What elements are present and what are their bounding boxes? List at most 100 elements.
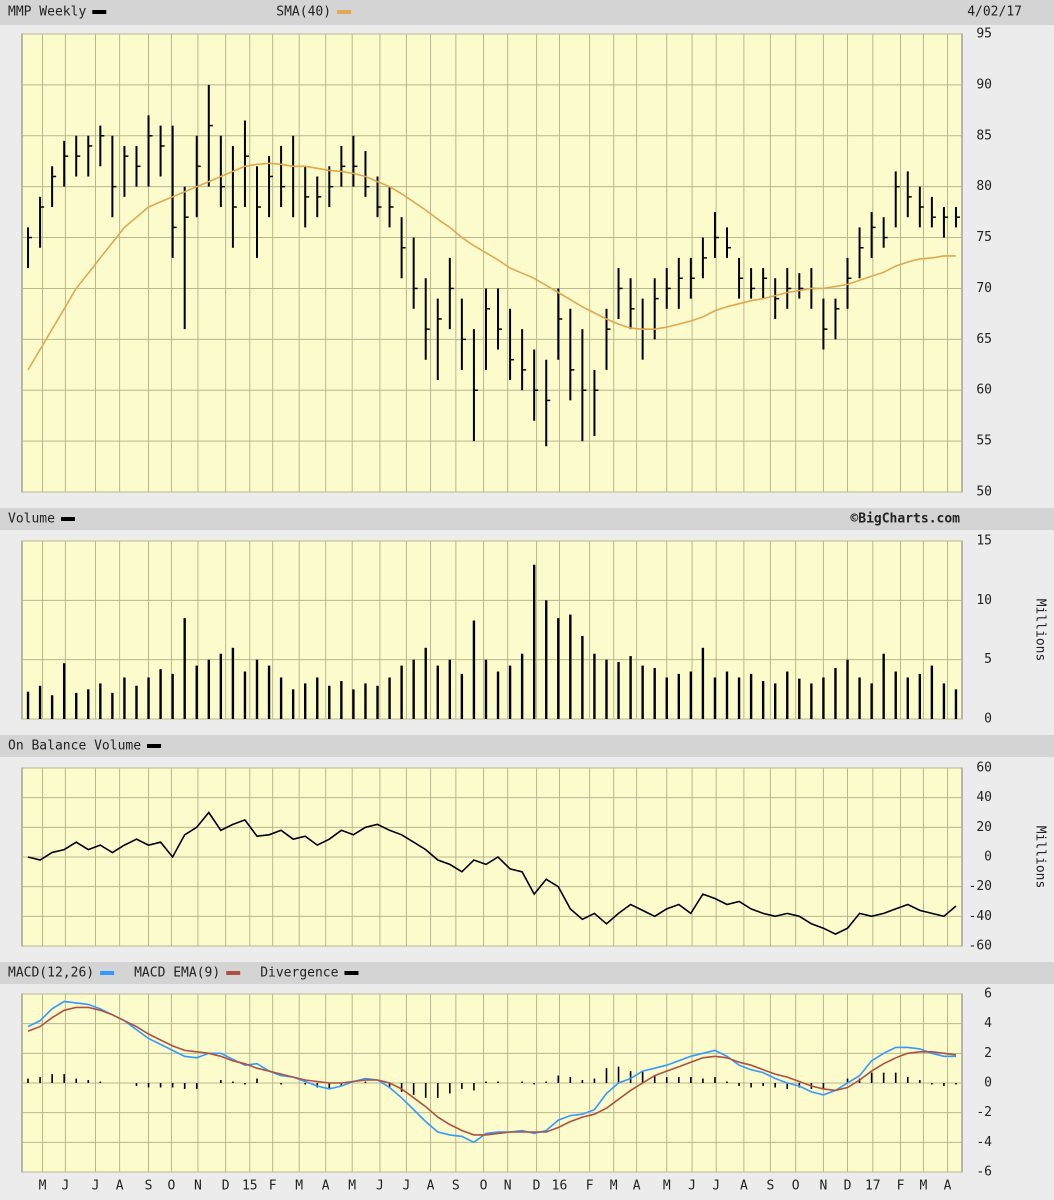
bar	[400, 665, 403, 719]
bar	[497, 1081, 499, 1083]
bar	[87, 689, 90, 719]
bar	[605, 659, 608, 719]
bar	[27, 1078, 29, 1083]
bar	[352, 689, 355, 719]
x-tick-label: M	[39, 1179, 47, 1194]
bar	[51, 1074, 53, 1083]
bar	[701, 647, 705, 719]
bar	[774, 1083, 777, 1088]
bar	[123, 677, 126, 719]
bar	[135, 1083, 138, 1086]
x-tick-label: A	[427, 1179, 435, 1194]
y-tick-label: -40	[969, 909, 992, 924]
y-tick-label: -6	[976, 1165, 992, 1180]
y-tick-label: 0	[984, 712, 992, 727]
bar	[448, 659, 452, 719]
y-tick-label: 75	[976, 230, 992, 245]
bar	[713, 677, 717, 719]
bar	[822, 677, 825, 719]
x-tick-label: O	[168, 1179, 176, 1194]
bar	[641, 1071, 644, 1083]
y-tick-label: 15	[976, 534, 992, 549]
bar	[750, 1083, 752, 1088]
bar	[75, 1078, 78, 1083]
x-tick-label: M	[920, 1179, 928, 1194]
x-tick-label: J	[92, 1179, 100, 1194]
x-tick-label: M	[348, 1179, 356, 1194]
bar	[460, 673, 464, 719]
bar	[665, 677, 668, 719]
bar	[147, 1083, 150, 1088]
bar	[207, 659, 210, 719]
credit: ©BigCharts.com	[850, 512, 960, 527]
bar	[244, 1083, 246, 1085]
bar	[762, 1083, 764, 1086]
x-tick-label: D	[844, 1179, 852, 1194]
bar	[894, 1072, 897, 1083]
legend-swatch	[100, 971, 115, 975]
bar	[328, 685, 331, 719]
bar	[930, 665, 934, 719]
legend-label: Divergence	[260, 966, 338, 981]
y-tick-label: 60	[976, 761, 992, 776]
x-tick-label: N	[504, 1179, 512, 1194]
bar	[882, 653, 885, 719]
bar	[484, 659, 488, 719]
bar	[942, 683, 946, 719]
bar	[629, 656, 632, 719]
bar	[449, 1083, 451, 1094]
x-tick-label: M	[610, 1179, 618, 1194]
bar	[774, 683, 777, 719]
bar	[521, 1081, 523, 1083]
y-tick-label: 85	[976, 128, 992, 143]
bar	[328, 1083, 331, 1089]
bar	[677, 673, 680, 719]
bar	[340, 1083, 343, 1086]
y-tick-label: 2	[984, 1046, 992, 1061]
bar	[617, 662, 620, 719]
bar	[231, 647, 235, 719]
x-tick-label: F	[897, 1179, 905, 1194]
bar	[424, 1083, 427, 1098]
legend-swatch	[147, 744, 162, 748]
y-tick-label: 0	[984, 1076, 992, 1091]
x-tick-label: M	[663, 1179, 671, 1194]
bar	[219, 653, 223, 719]
x-tick-label: S	[766, 1179, 774, 1194]
chart-date: 4/02/17	[967, 5, 1022, 20]
y-tick-label: 40	[976, 790, 992, 805]
legend-swatch	[92, 10, 107, 14]
bar	[111, 692, 114, 719]
bar	[569, 1077, 572, 1083]
y-tick-label: 55	[976, 434, 992, 449]
bar	[316, 677, 319, 719]
x-tick-label: S	[452, 1179, 460, 1194]
bar	[195, 665, 198, 719]
x-tick-label: A	[322, 1179, 330, 1194]
legend-label: MACD(12,26)	[8, 966, 94, 981]
y-tick-label: 90	[976, 77, 992, 92]
x-tick-label: 16	[552, 1179, 568, 1194]
bar	[858, 677, 861, 719]
y-tick-label: 4	[984, 1016, 992, 1031]
bar	[388, 677, 391, 719]
bar	[436, 665, 439, 719]
x-tick-label: F	[269, 1179, 277, 1194]
bar	[894, 671, 897, 719]
bar	[810, 683, 813, 719]
bar	[943, 1083, 945, 1086]
bar	[786, 1083, 789, 1089]
legend-swatch	[226, 971, 241, 975]
y-tick-label: 65	[976, 332, 992, 347]
x-tick-label: O	[480, 1179, 488, 1194]
bar	[291, 689, 295, 719]
bar	[75, 692, 78, 719]
bar	[677, 1077, 680, 1083]
panel-header	[0, 962, 1054, 984]
bar	[545, 1081, 548, 1083]
x-tick-label: N	[194, 1179, 202, 1194]
y-tick-label: 5	[984, 652, 992, 667]
bar	[304, 683, 307, 719]
bar	[220, 1080, 222, 1083]
